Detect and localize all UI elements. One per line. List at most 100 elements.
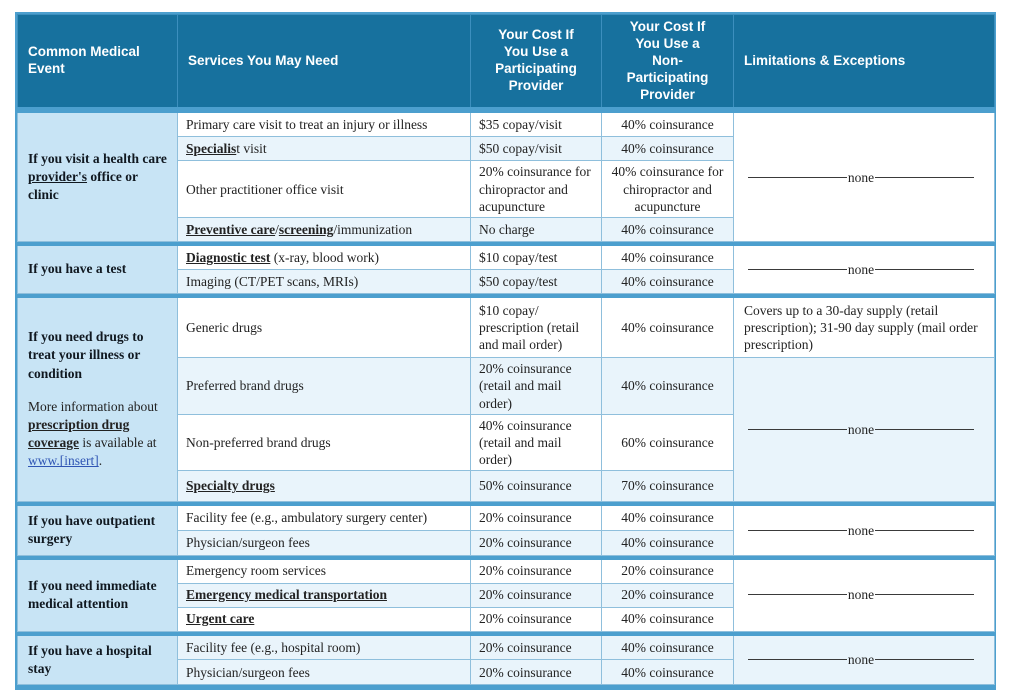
service-term: Emergency medical transportation — [186, 587, 387, 603]
event-cell: If you visit a health care provider's of… — [17, 110, 178, 242]
none-label: none — [847, 652, 875, 668]
participating-cost-cell: 20% coinsurance — [470, 632, 602, 661]
service-text: / — [275, 221, 279, 237]
section-prescription-drugs: If you need drugs to treat your illness … — [17, 293, 995, 503]
service-cell: Preventive care/screening/immunization — [177, 216, 471, 242]
service-text: Generic drugs — [186, 319, 263, 335]
none-dash-line — [875, 529, 974, 531]
service-text: Preferred brand drugs — [186, 378, 304, 394]
event-note: More information about prescription drug… — [28, 398, 167, 471]
service-cell: Facility fee (e.g., ambulatory surgery c… — [177, 503, 471, 531]
nonparticipating-cost-cell: 40% coinsurance — [601, 503, 734, 531]
none-dash-line — [748, 594, 847, 596]
none-indicator: none — [744, 522, 984, 539]
table-row: If you need drugs to treat your illness … — [17, 295, 995, 503]
table-row: Emergency medical transportation 20% coi… — [18, 582, 995, 608]
participating-cost-cell: $50 copay/test — [470, 268, 602, 294]
service-cell: Urgent care — [177, 606, 471, 632]
none-label: none — [847, 587, 875, 603]
nonparticipating-cost-cell: 60% coinsurance — [601, 413, 734, 472]
drug-coverage-link[interactable]: www.[insert] — [28, 453, 99, 469]
event-text: office or clinic — [28, 168, 138, 203]
none-dash-line — [875, 594, 974, 596]
none-dash-line — [875, 659, 974, 661]
service-term: Preventive care — [186, 221, 276, 237]
service-cell: Facility fee (e.g., hospital room) — [177, 632, 471, 661]
table-row: If you have a hospital stay Facility fee… — [17, 632, 995, 685]
column-header-common-medical-event: Common Medical Event — [17, 14, 178, 109]
nonparticipating-cost-cell: 40% coinsurance — [601, 268, 734, 294]
column-header-limitations-exceptions: Limitations & Exceptions — [733, 14, 995, 109]
event-cell: If you need drugs to treat your illness … — [17, 295, 178, 503]
table-row: If you have outpatient surgery Facility … — [17, 503, 995, 556]
benefits-table: Common Medical Event Services You May Ne… — [15, 12, 996, 690]
participating-cost-cell: No charge — [470, 216, 602, 242]
event-text: If you have a test — [28, 261, 127, 277]
participating-cost-cell: 40% coinsurance (retail and mail order) — [470, 413, 602, 472]
service-text: Emergency room services — [186, 563, 326, 579]
table-row: If you have a test Diagnostic test (x-ra… — [17, 243, 995, 294]
service-cell: Primary care visit to treat an injury or… — [177, 110, 471, 138]
table-row: Preferred brand drugs 20% coinsurance (r… — [18, 357, 995, 503]
event-text: If you have outpatient surgery — [28, 513, 156, 547]
table-row: Preventive care/screening/immunization N… — [18, 216, 995, 242]
service-text: Other practitioner office visit — [186, 181, 344, 197]
limitations-cell: none — [733, 357, 995, 503]
table-row: If you visit a health care provider's of… — [17, 110, 995, 242]
limitations-cell: none — [733, 243, 995, 294]
nonparticipating-cost-cell: 40% coinsurance — [601, 243, 734, 270]
participating-cost-cell: 20% coinsurance — [470, 503, 602, 531]
service-text: Non-preferred brand drugs — [186, 434, 331, 450]
nonparticipating-cost-cell: 70% coinsurance — [601, 470, 734, 503]
event-text: If you need drugs to treat your illness … — [28, 329, 144, 381]
service-term: screening — [278, 221, 334, 237]
table-row: Physician/surgeon fees 20% coinsurance 4… — [18, 529, 995, 556]
none-indicator: none — [744, 421, 984, 438]
limitations-cell: none — [733, 503, 995, 556]
service-text: t visit — [236, 141, 267, 157]
event-glossary-term: provider's — [28, 168, 88, 184]
participating-cost-cell: 20% coinsurance for chiropractor and acu… — [470, 160, 602, 218]
section-outpatient-surgery: If you have outpatient surgery Facility … — [17, 502, 995, 556]
service-text: Physician/surgeon fees — [186, 535, 310, 551]
nonparticipating-cost-cell: 40% coinsurance — [601, 357, 734, 415]
participating-cost-cell: 20% coinsurance — [470, 659, 602, 685]
event-cell: If you need immediate medical attention — [17, 557, 178, 632]
participating-cost-cell: 20% coinsurance — [470, 557, 602, 584]
limitations-cell: none — [733, 557, 995, 632]
none-label: none — [847, 261, 875, 277]
nonparticipating-cost-cell: 40% coinsurance — [601, 529, 734, 556]
column-header-participating-provider-cost: Your Cost If You Use a Participating Pro… — [470, 14, 602, 109]
service-cell: Emergency medical transportation — [177, 582, 471, 608]
participating-cost-cell: 20% coinsurance — [470, 606, 602, 632]
none-dash-line — [748, 176, 847, 178]
event-cell: If you have outpatient surgery — [17, 503, 178, 556]
nonparticipating-cost-cell: 40% coinsurance — [601, 295, 734, 359]
none-dash-line — [748, 659, 847, 661]
service-term: Specialis — [186, 141, 237, 157]
participating-cost-cell: 20% coinsurance (retail and mail order) — [470, 357, 602, 415]
nonparticipating-cost-cell: 40% coinsurance — [601, 136, 734, 162]
column-header-nonparticipating-provider-cost: Your Cost If You Use a Non- Participatin… — [601, 14, 734, 109]
nonparticipating-cost-cell: 40% coinsurance — [601, 216, 734, 242]
event-note-text: . — [98, 453, 103, 469]
table-row: Other practitioner office visit 20% coin… — [18, 160, 995, 218]
event-cell: If you have a test — [17, 243, 178, 294]
participating-cost-cell: 20% coinsurance — [470, 582, 602, 608]
service-text: Imaging (CT/PET scans, MRIs) — [186, 273, 359, 289]
none-label: none — [847, 422, 875, 438]
section-office-or-clinic-visit: If you visit a health care provider's of… — [17, 109, 995, 242]
event-text: If you have a hospital stay — [28, 642, 152, 676]
service-cell: Preferred brand drugs — [177, 357, 471, 415]
header-row: Common Medical Event Services You May Ne… — [17, 14, 995, 109]
table-row: Urgent care 20% coinsurance 40% coinsura… — [18, 606, 995, 632]
participating-cost-cell: $10 copay/ prescription (retail and mail… — [470, 295, 602, 359]
event-note-text: More information about — [28, 398, 158, 414]
table-row: Imaging (CT/PET scans, MRIs) $50 copay/t… — [18, 268, 995, 294]
none-dash-line — [875, 176, 974, 178]
table-row: If you need immediate medical attention … — [17, 557, 995, 632]
participating-cost-cell: 50% coinsurance — [470, 470, 602, 503]
nonparticipating-cost-cell: 40% coinsurance — [601, 659, 734, 685]
nonparticipating-cost-cell: 40% coinsurance for chiropractor and acu… — [601, 160, 734, 218]
